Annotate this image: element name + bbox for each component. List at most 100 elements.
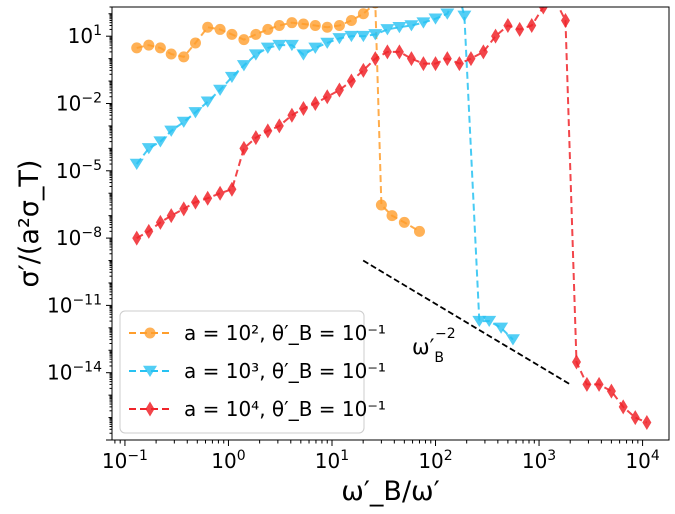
y-tick-base: 10 <box>56 91 81 115</box>
series-1-point <box>345 15 357 27</box>
series-1-point <box>286 17 298 29</box>
legend-marker <box>144 327 156 339</box>
x-tick-exponent: 1 <box>340 448 349 464</box>
series-2-point <box>457 10 472 22</box>
series-1-point <box>375 199 387 211</box>
series-3-point <box>287 107 297 123</box>
series-2-point <box>200 96 215 108</box>
y-tick-label: 10−11 <box>47 292 102 317</box>
series-1-point <box>309 19 321 31</box>
series-1-point <box>178 51 190 63</box>
series-3-point <box>515 21 525 37</box>
series-1-point <box>238 34 250 46</box>
x-tick-base: 10 <box>211 449 236 473</box>
legend-label: a = 10³, θ′_B = 10⁻¹ <box>184 359 386 383</box>
series-3-point <box>298 100 308 116</box>
y-tick-label: 10−5 <box>56 158 102 183</box>
series-2-point <box>284 39 299 52</box>
y-tick-label: 10−2 <box>56 90 102 115</box>
series-3-point <box>251 130 261 146</box>
series-2-point <box>380 24 395 36</box>
x-tick-base: 10 <box>418 449 443 473</box>
series-1-point <box>226 28 238 40</box>
series-2-point <box>272 39 287 52</box>
series-1-point <box>250 28 262 40</box>
series-2-point <box>392 22 407 34</box>
series-3-point <box>263 123 273 139</box>
series-2-point <box>260 42 275 54</box>
y-tick-base: 10 <box>47 293 72 317</box>
x-tick-exponent: 2 <box>444 448 453 464</box>
series-3-point <box>334 82 344 98</box>
series-1-point <box>321 21 333 33</box>
plot-area: ω′B −2 <box>129 7 652 431</box>
series-2-point <box>141 143 156 155</box>
legend-marker <box>145 401 155 417</box>
x-tick-label: 100 <box>211 448 245 473</box>
series-3-point <box>370 51 380 67</box>
series-1-point <box>202 21 214 33</box>
series-2-point <box>213 84 228 96</box>
y-tick-exponent: −5 <box>81 158 102 174</box>
annotation-sub: B <box>434 350 444 366</box>
power-law-annotation: ω′B −2 <box>412 326 456 366</box>
series-3-point <box>358 62 368 78</box>
x-tick-label: 103 <box>522 448 556 473</box>
series-3 <box>132 7 652 431</box>
y-tick-exponent: −14 <box>72 360 102 376</box>
x-tick-base: 10 <box>102 449 127 473</box>
x-tick-exponent: 0 <box>237 448 246 464</box>
series-2-point <box>224 71 239 84</box>
series-1 <box>131 7 425 237</box>
series-1-point <box>189 37 201 49</box>
series-3-point <box>630 410 640 426</box>
y-tick-exponent: −8 <box>81 225 102 241</box>
series-2-point <box>153 136 168 148</box>
y-axis-label: σ′/(a²σ_T) <box>14 160 45 288</box>
series-3-point <box>166 208 176 224</box>
series-3-point <box>322 89 332 105</box>
y-tick-label: 10−14 <box>47 360 102 385</box>
series-2-point <box>176 116 191 128</box>
series-3-point <box>346 73 356 89</box>
annotation-sup: −2 <box>435 326 456 342</box>
x-tick-base: 10 <box>315 449 340 473</box>
series-2-point <box>129 158 144 170</box>
legend-entry-2: a = 10³, θ′_B = 10⁻¹ <box>129 359 386 383</box>
annotation-base: ω′ <box>412 335 435 359</box>
series-2-point <box>428 13 443 25</box>
x-tick-exponent: 4 <box>651 448 660 464</box>
y-tick-base: 10 <box>68 24 93 48</box>
plot-frame <box>111 6 670 441</box>
series-1-point <box>165 48 177 60</box>
y-tick-base: 10 <box>56 226 81 250</box>
x-tick-exponent: −1 <box>127 448 148 464</box>
y-tick-base: 10 <box>56 159 81 183</box>
series-3-point <box>454 56 464 72</box>
series-3-point <box>190 194 200 210</box>
series-2-point <box>482 315 497 328</box>
series-3-point <box>582 376 592 392</box>
series-2-point <box>356 30 371 43</box>
chart-marks: ω′B −2 <box>129 7 652 431</box>
y-tick-label: 10−8 <box>56 225 102 250</box>
series-1-point <box>398 216 410 228</box>
series-3-point <box>538 7 548 15</box>
x-tick-base: 10 <box>522 449 547 473</box>
legend-box <box>119 310 365 434</box>
x-tick-exponent: 3 <box>547 448 556 464</box>
series-2-point <box>472 315 487 328</box>
series-3-point <box>431 56 441 72</box>
series-2-point <box>494 322 509 334</box>
series-3-line <box>136 7 648 424</box>
series-2-point <box>440 8 455 20</box>
series-3-point <box>239 140 249 156</box>
series-2-point <box>164 125 179 137</box>
y-tick-exponent: −11 <box>72 292 102 308</box>
series-2 <box>129 7 520 346</box>
series-3-point <box>642 415 652 431</box>
series-3-point <box>144 223 154 239</box>
series-3-point <box>442 51 452 67</box>
series-3-point <box>132 230 142 246</box>
